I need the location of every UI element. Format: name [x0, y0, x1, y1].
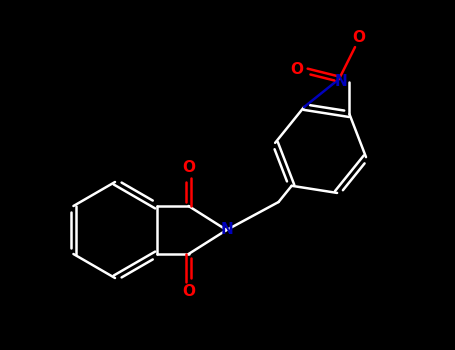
Text: N: N [335, 74, 348, 89]
Text: O: O [291, 62, 303, 77]
Text: O: O [182, 285, 195, 300]
Text: N: N [220, 223, 233, 238]
Text: O: O [182, 161, 195, 175]
Text: O: O [353, 30, 365, 44]
